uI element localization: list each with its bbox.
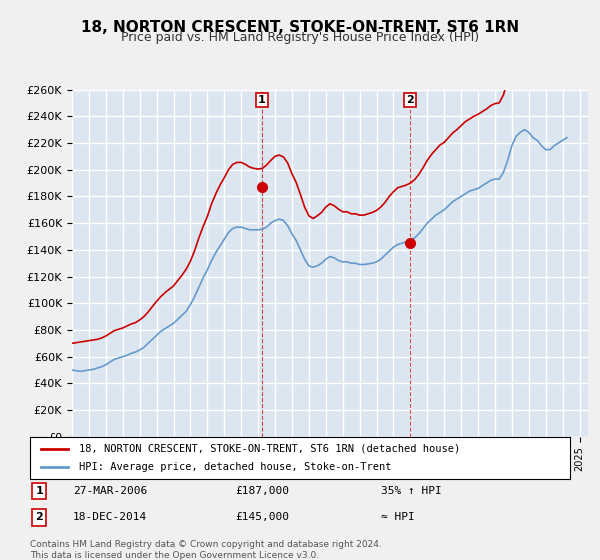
Text: 27-MAR-2006: 27-MAR-2006 (73, 486, 148, 496)
Text: 1: 1 (258, 95, 266, 105)
Text: 35% ↑ HPI: 35% ↑ HPI (381, 486, 442, 496)
Text: 1: 1 (35, 486, 43, 496)
Text: 2: 2 (406, 95, 413, 105)
Text: ≈ HPI: ≈ HPI (381, 512, 415, 522)
Text: 18-DEC-2014: 18-DEC-2014 (73, 512, 148, 522)
Text: 18, NORTON CRESCENT, STOKE-ON-TRENT, ST6 1RN: 18, NORTON CRESCENT, STOKE-ON-TRENT, ST6… (81, 20, 519, 35)
Text: 2: 2 (35, 512, 43, 522)
Text: Price paid vs. HM Land Registry's House Price Index (HPI): Price paid vs. HM Land Registry's House … (121, 31, 479, 44)
Text: £145,000: £145,000 (235, 512, 289, 522)
Text: HPI: Average price, detached house, Stoke-on-Trent: HPI: Average price, detached house, Stok… (79, 462, 391, 472)
Text: £187,000: £187,000 (235, 486, 289, 496)
Text: Contains HM Land Registry data © Crown copyright and database right 2024.
This d: Contains HM Land Registry data © Crown c… (30, 540, 382, 560)
Text: 18, NORTON CRESCENT, STOKE-ON-TRENT, ST6 1RN (detached house): 18, NORTON CRESCENT, STOKE-ON-TRENT, ST6… (79, 444, 460, 454)
